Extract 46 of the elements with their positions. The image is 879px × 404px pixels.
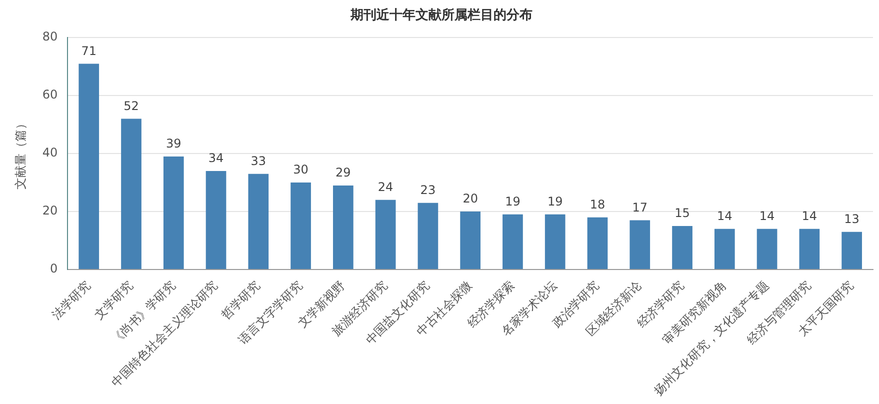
data-label: 71 xyxy=(81,44,97,58)
data-label: 23 xyxy=(420,182,436,197)
bar xyxy=(206,170,226,270)
bar xyxy=(672,226,692,270)
bar xyxy=(630,220,650,270)
data-label: 30 xyxy=(293,162,308,177)
bar xyxy=(290,182,311,270)
data-label: 14 xyxy=(717,209,732,224)
x-tick-label: 法学研究 xyxy=(49,278,94,322)
data-label: 13 xyxy=(844,212,860,226)
y-tick-label: 80 xyxy=(42,30,58,44)
bar xyxy=(78,64,100,270)
bar xyxy=(756,228,778,270)
chart-title: 期刊近十年文献所属栏目的分布 xyxy=(350,7,532,24)
data-label: 39 xyxy=(166,136,182,151)
data-label: 19 xyxy=(505,194,520,209)
data-label: 34 xyxy=(208,151,224,166)
data-label: 17 xyxy=(632,200,648,214)
bar xyxy=(502,214,523,270)
data-label: 15 xyxy=(674,206,690,220)
bar xyxy=(418,202,438,270)
bar xyxy=(375,200,396,270)
data-label: 19 xyxy=(547,194,563,209)
bar xyxy=(460,212,481,270)
data-label: 33 xyxy=(250,154,266,168)
y-tick-label: 40 xyxy=(42,146,58,160)
bar xyxy=(121,118,142,270)
bar xyxy=(799,228,820,270)
y-tick-label: 60 xyxy=(42,88,58,102)
bar xyxy=(544,214,566,270)
data-label: 24 xyxy=(378,180,394,194)
data-label: 52 xyxy=(124,98,139,113)
data-label: 14 xyxy=(759,209,775,224)
data-label: 20 xyxy=(462,192,478,206)
bar xyxy=(587,217,608,270)
data-label: 14 xyxy=(802,209,818,224)
y-tick-label: 20 xyxy=(42,204,58,218)
y-tick-label: 0 xyxy=(50,262,58,276)
data-label: 18 xyxy=(590,197,606,212)
bar xyxy=(333,185,354,270)
bar xyxy=(248,174,269,270)
bar xyxy=(163,156,184,270)
data-label: 29 xyxy=(336,166,351,180)
y-axis-title: 文献量（篇） xyxy=(13,118,28,190)
bar xyxy=(842,232,862,270)
bar xyxy=(714,228,735,270)
